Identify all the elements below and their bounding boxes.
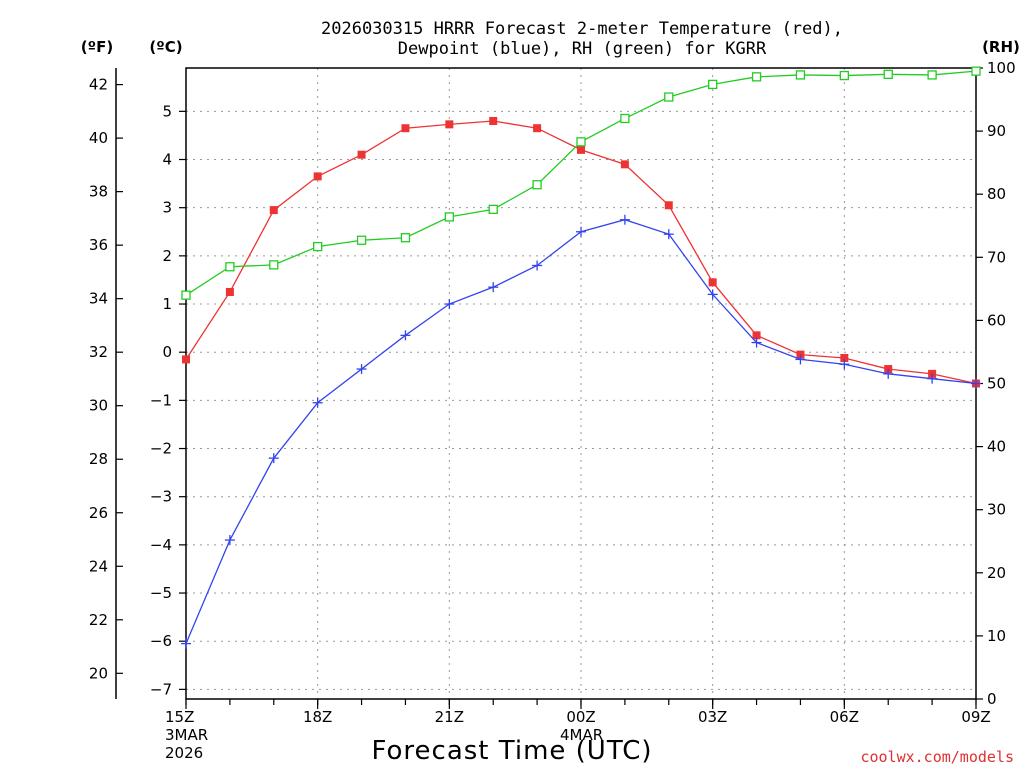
rh-point [620,113,630,124]
celsius-axis: −7 −6 −5 −4 −3 −2 −1 0 1 2 3 4 5 [150,102,186,698]
rh-point [971,66,981,76]
chart-title-line2: Dewpoint (blue), RH (green) for KGRR [398,39,767,59]
celsius-tick-label: 2 [162,247,172,265]
temperature-point [269,206,278,215]
fahrenheit-tick-label: 24 [89,557,108,575]
time-tick-label: 06Z [830,708,859,726]
fahrenheit-tick-label: 38 [89,183,108,201]
celsius-tick-label: 3 [162,199,172,217]
celsius-tick-label: 5 [162,102,172,120]
celsius-tick-label: −6 [150,632,172,650]
temperature-point [225,287,234,296]
rh-point [751,72,762,82]
temperature-point [401,124,410,133]
fahrenheit-tick-label: 32 [89,343,108,361]
rh-point [444,212,454,222]
rh-unit-label: (RH) [982,38,1020,56]
celsius-unit-label: (ºC) [149,38,182,56]
rh-tick-label: 10 [987,627,1006,645]
time-date-label: 3MAR [165,726,208,744]
rh-axis: 0 10 20 30 40 50 60 70 80 90 100 [976,59,1016,708]
time-tick-label: 00Z [566,708,595,726]
temperature-point [620,160,629,169]
fahrenheit-unit-label: (ºF) [81,38,113,56]
rh-tick-label: 50 [987,375,1006,393]
credit-label: coolwx.com/models [860,748,1014,766]
temperature-point [577,145,585,154]
temperature-point [533,124,542,133]
temperature-point [445,120,454,129]
time-tick-label: 15Z [165,708,194,726]
celsius-tick-label: −7 [150,680,172,698]
grid-lines [185,68,977,699]
chart-title-line1: 2026030315 HRRR Forecast 2-meter Tempera… [321,19,843,39]
celsius-tick-label: 0 [162,343,172,361]
celsius-tick-label: −5 [150,584,172,602]
temperature-point [840,353,849,362]
rh-point [488,204,498,214]
rh-tick-label: 100 [987,59,1016,77]
temperature-point [182,355,190,364]
time-tick-label: 18Z [303,708,332,726]
rh-point [708,79,718,90]
fahrenheit-tick-label: 40 [89,129,108,147]
time-date-label: 4MAR [560,726,603,744]
time-tick-label: 03Z [698,708,727,726]
fahrenheit-tick-label: 28 [89,450,108,468]
temperature-point [357,150,366,159]
rh-point [795,70,806,80]
celsius-tick-label: 1 [162,295,172,313]
fahrenheit-tick-label: 34 [89,290,108,308]
rh-tick-label: 30 [987,501,1006,519]
temperature-point [752,331,761,340]
fahrenheit-axis: 20 22 24 26 28 30 32 34 36 38 40 42 [89,76,123,682]
temperature-point [664,201,673,210]
celsius-tick-label: −3 [150,488,172,506]
rh-point [181,290,191,300]
rh-tick-label: 0 [987,690,997,708]
series-layer [181,66,981,649]
fahrenheit-tick-label: 30 [89,397,108,415]
time-year-label: 2026 [165,744,203,762]
rh-point [532,180,542,190]
fahrenheit-tick-label: 36 [89,236,108,254]
rh-tick-label: 20 [987,564,1006,582]
fahrenheit-tick-label: 26 [89,504,108,522]
temperature-point [708,278,717,287]
rh-point [664,92,674,102]
rh-point [883,69,893,79]
rh-point [927,70,937,80]
time-tick-label: 21Z [435,708,464,726]
fahrenheit-tick-label: 42 [89,76,108,94]
celsius-tick-label: −2 [150,440,172,458]
rh-point [576,137,586,147]
rh-tick-label: 90 [987,122,1006,140]
rh-point [225,262,235,272]
rh-tick-label: 80 [987,185,1006,203]
rh-tick-label: 60 [987,311,1006,329]
rh-point [313,241,323,252]
rh-point [400,233,411,243]
temperature-point [313,172,322,181]
rh-tick-label: 40 [987,438,1006,456]
rh-point [839,70,849,81]
rh-tick-label: 70 [987,248,1006,266]
celsius-tick-label: 4 [162,151,172,169]
rh-point [356,235,367,245]
time-tick-label: 09Z [961,708,990,726]
celsius-tick-label: −1 [150,391,172,409]
rh-point [269,260,279,270]
celsius-tick-label: −4 [150,536,172,554]
fahrenheit-tick-label: 22 [89,611,108,629]
x-axis-title: Forecast Time (UTC) [371,736,652,766]
temperature-point [489,116,498,125]
fahrenheit-tick-label: 20 [89,664,108,682]
